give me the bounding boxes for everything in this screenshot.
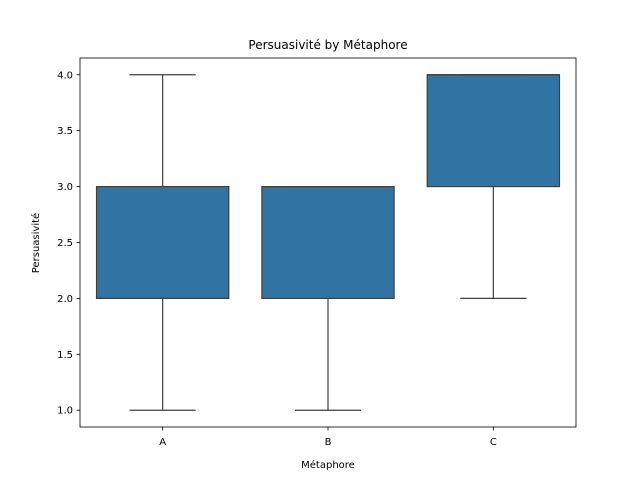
box-group-b bbox=[261, 185, 395, 411]
y-tick-label: 1.0 bbox=[57, 406, 73, 417]
box-a bbox=[95, 185, 230, 300]
x-tick-label: C bbox=[490, 437, 497, 448]
x-tick-label: B bbox=[325, 437, 332, 448]
plot-area: 1.0 1.5 2.0 2.5 3.0 3.5 4.0 A B C bbox=[57, 57, 577, 448]
box-c bbox=[426, 74, 561, 188]
y-axis-title: Persuasivité bbox=[30, 213, 42, 273]
box-group-c bbox=[426, 74, 561, 300]
y-tick-label: 3.5 bbox=[57, 126, 73, 137]
x-axis-title: Métaphore bbox=[301, 459, 355, 471]
y-tick-label: 2.5 bbox=[57, 238, 73, 249]
y-tick-label: 2.0 bbox=[57, 294, 73, 305]
box-group-a bbox=[95, 74, 230, 411]
y-tick-label: 3.0 bbox=[57, 182, 73, 193]
y-tick-label: 4.0 bbox=[57, 70, 73, 81]
x-tick-label: A bbox=[159, 437, 166, 448]
chart-title: Persuasivité by Métaphore bbox=[248, 38, 407, 52]
box-b bbox=[261, 185, 395, 300]
y-tick-label: 1.5 bbox=[57, 350, 73, 361]
